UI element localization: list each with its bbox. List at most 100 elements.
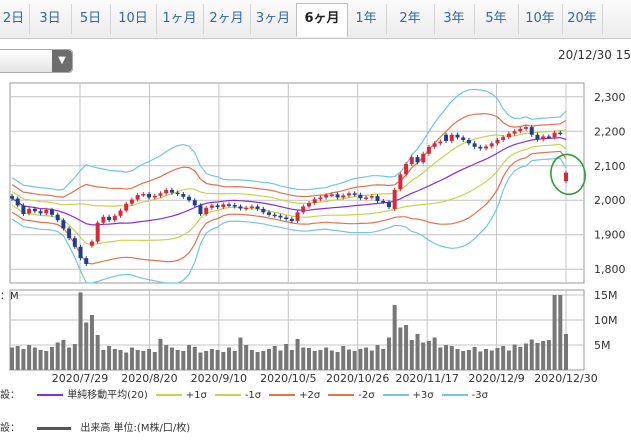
- band-line: [11, 157, 567, 284]
- volume-bar: [261, 351, 266, 370]
- x-tick-label: 2020/10/26: [326, 372, 389, 385]
- volume-bar: [141, 351, 146, 370]
- candle-body: [15, 198, 20, 206]
- tab-5[interactable]: 2ヶ月: [203, 4, 251, 34]
- tab-7[interactable]: 6ヶ月: [296, 3, 348, 37]
- candle-body: [101, 216, 106, 223]
- tab-0[interactable]: 2日: [0, 4, 30, 34]
- tab-10[interactable]: 3年: [434, 4, 475, 34]
- candle-body: [107, 216, 112, 221]
- tab-8[interactable]: 1年: [346, 4, 387, 34]
- candle-body: [289, 218, 294, 221]
- volume-bar: [238, 337, 243, 370]
- volume-bar: [409, 340, 414, 370]
- candle-body: [541, 136, 546, 140]
- volume-bar: [152, 352, 157, 370]
- candle-body: [255, 206, 260, 209]
- volume-bar: [232, 351, 237, 370]
- candle-body: [227, 204, 232, 206]
- candle-body: [249, 206, 254, 208]
- volume-bar: [164, 345, 169, 370]
- volume-tick-label: 10M: [594, 314, 618, 327]
- candle-body: [341, 195, 346, 198]
- chevron-down-icon[interactable]: ▼: [52, 50, 72, 72]
- volume-bar: [55, 342, 60, 370]
- volume-bar: [198, 352, 203, 370]
- volume-bar: [438, 347, 443, 370]
- volume-bar: [449, 346, 454, 370]
- candle-body: [278, 215, 283, 218]
- volume-bar: [352, 351, 357, 370]
- legend-volume: 設： 出来高 単位:(M株/口/枚): [0, 419, 190, 434]
- tab-4[interactable]: 1ヶ月: [156, 4, 204, 34]
- candle-body: [89, 241, 94, 246]
- band-line: [11, 150, 567, 265]
- tab-12[interactable]: 10年: [518, 4, 563, 34]
- candle-body: [518, 128, 523, 132]
- candle-body: [129, 199, 134, 204]
- tab-13[interactable]: 20年: [562, 4, 603, 34]
- volume-bar: [552, 295, 557, 370]
- period-tab-bar: 2日 3日 5日 10日 1ヶ月 2ヶ月 3ヶ月 6ヶ月 1年 2年 3年 5年 10年 20年: [0, 0, 631, 39]
- candle-body: [95, 222, 100, 242]
- tab-1[interactable]: 3日: [29, 4, 72, 34]
- y-tick-label: 1,900: [594, 229, 626, 242]
- volume-bar: [38, 350, 43, 370]
- volume-bar: [147, 349, 152, 370]
- candle-body: [546, 136, 551, 138]
- volume-axis-label: ：M: [0, 291, 19, 302]
- annotation-circle: [550, 153, 586, 196]
- candle-body: [495, 139, 500, 144]
- volume-bar: [124, 352, 129, 370]
- y-tick-label: 2,300: [594, 91, 626, 104]
- candle-body: [67, 228, 72, 239]
- candle-body: [135, 195, 140, 200]
- volume-bar: [95, 335, 100, 370]
- volume-bar: [158, 339, 163, 370]
- candle-body: [398, 174, 403, 190]
- volume-bar: [364, 347, 369, 370]
- volume-bar: [84, 322, 89, 370]
- volume-bar: [278, 350, 283, 370]
- volume-bar: [255, 352, 260, 370]
- candle-body: [78, 246, 83, 259]
- volume-bar: [398, 327, 403, 370]
- volume-bar: [181, 351, 186, 370]
- candle-body: [484, 146, 489, 149]
- volume-bar: [44, 351, 49, 370]
- legend-label: -3σ: [471, 390, 488, 401]
- volume-bar: [306, 348, 311, 370]
- volume-tick-label: 15M: [594, 289, 618, 302]
- tab-3[interactable]: 10日: [110, 4, 157, 34]
- volume-bar: [221, 352, 226, 370]
- tab-9[interactable]: 2年: [386, 4, 435, 34]
- x-tick-label: 2020/11/17: [395, 372, 458, 385]
- volume-bar: [392, 305, 397, 370]
- candle-body: [449, 134, 454, 141]
- tab-11[interactable]: 5年: [474, 4, 519, 34]
- legend-indicators: 設： 単純移動平均(20) +1σ -1σ +2σ -2σ +3σ -3σ: [0, 386, 488, 401]
- candle-body: [204, 207, 209, 215]
- indicator-dropdown[interactable]: ▼: [0, 49, 73, 73]
- legend-swatch: [441, 394, 468, 396]
- candle-body: [209, 205, 214, 208]
- candle-body: [44, 209, 49, 214]
- volume-bar: [375, 345, 380, 370]
- candle-body: [38, 211, 43, 214]
- candle-body: [61, 220, 66, 229]
- candle-body: [84, 258, 89, 265]
- y-tick-label: 1,800: [594, 263, 626, 276]
- candle-body: [192, 200, 197, 206]
- volume-bar: [49, 347, 54, 370]
- x-tick-label: 2020/8/20: [121, 372, 177, 385]
- candle-body: [272, 214, 277, 217]
- volume-bar: [175, 350, 180, 370]
- candle-body: [72, 238, 77, 247]
- legend-prefix: 設：: [0, 423, 20, 434]
- candle-body: [215, 205, 220, 208]
- tab-2[interactable]: 5日: [71, 4, 111, 34]
- candle-body: [147, 194, 152, 198]
- x-tick-label: 2020/7/29: [52, 372, 108, 385]
- candle-body: [164, 189, 169, 194]
